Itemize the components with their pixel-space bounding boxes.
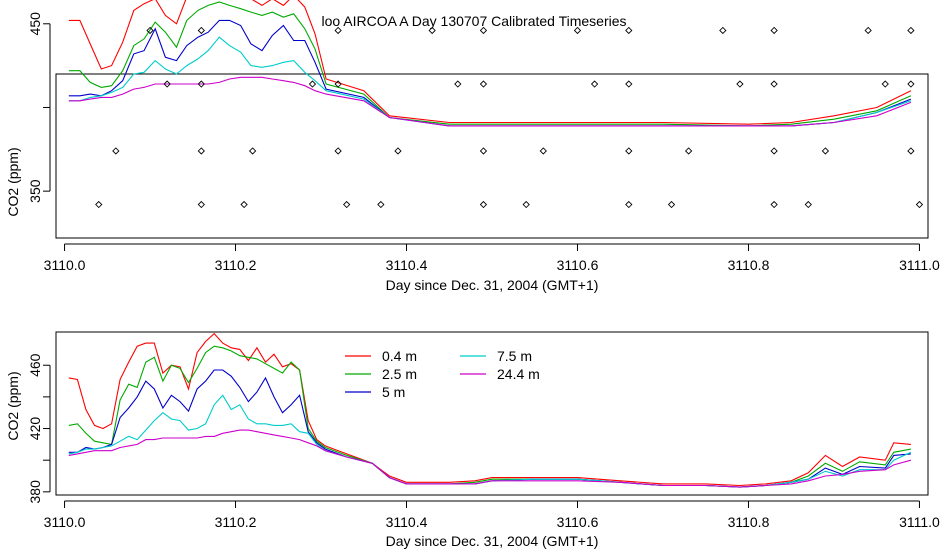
legend: 0.4 m 2.5 m 5 m 7.5 m 24.4 m <box>345 348 540 400</box>
diamond-marker <box>522 200 530 209</box>
legend-label-s244: 24.4 m <box>497 366 540 382</box>
top-series-line-s5 <box>68 19 912 127</box>
figure-title: loo AIRCOA A Day 130707 Calibrated Times… <box>321 13 626 29</box>
diamond-marker <box>334 147 342 155</box>
top-y-tick-label: 350 <box>27 179 43 203</box>
diamond-marker <box>377 200 385 209</box>
diamond-marker <box>625 80 633 88</box>
bottom-y-axis: 380 420 460 <box>27 353 51 504</box>
diamond-marker <box>308 80 317 88</box>
top-series-line-s75 <box>68 36 912 127</box>
diamond-marker <box>625 147 633 155</box>
diamond-marker <box>428 26 436 35</box>
diamond-marker <box>684 147 693 155</box>
top-panel: 3110.0 3110.2 3110.4 3110.6 3110.8 3111.0 350… <box>5 0 940 293</box>
diamond-marker <box>163 80 171 88</box>
diamond-marker <box>590 80 599 88</box>
bottom-x-tick-label: 3110.2 <box>215 514 257 530</box>
bottom-x-axis-label: Day since Dec. 31, 2004 (GMT+1) <box>386 533 599 549</box>
diamond-marker <box>821 147 830 155</box>
top-x-axis: 3110.0 3110.2 3110.4 3110.6 3110.8 3111.0 <box>44 243 940 273</box>
top-x-tick-label: 3110.4 <box>386 257 428 273</box>
diamond-marker <box>334 26 342 35</box>
legend-label-s25: 2.5 m <box>382 366 417 382</box>
bottom-x-tick-label: 3110.6 <box>557 514 599 530</box>
diamond-marker <box>770 147 778 155</box>
diamond-marker <box>667 200 676 209</box>
bottom-panel: 3110.0 3110.2 3110.4 3110.6 3110.8 3111.0 380… <box>5 331 940 549</box>
top-x-axis-label: Day since Dec. 31, 2004 (GMT+1) <box>386 277 599 293</box>
diamond-marker <box>915 200 924 209</box>
diamond-marker <box>881 80 889 88</box>
top-x-tick-label: 3110.0 <box>44 257 86 273</box>
diamond-marker <box>197 26 205 35</box>
diamond-marker <box>334 80 342 88</box>
diamond-marker <box>343 200 351 209</box>
top-x-tick-label: 3110.6 <box>557 257 599 273</box>
bottom-x-tick-label: 3110.4 <box>386 514 428 530</box>
top-x-tick-label: 3110.2 <box>215 257 257 273</box>
diamond-marker <box>479 200 488 209</box>
top-y-axis: 350 450 <box>27 12 51 203</box>
diamond-marker <box>804 200 812 209</box>
diamond-marker <box>95 200 103 209</box>
diamond-marker <box>719 26 727 35</box>
bottom-y-tick-label: 420 <box>27 417 43 441</box>
diamond-marker <box>479 26 488 35</box>
bottom-series-line-s244 <box>68 429 912 488</box>
bottom-plot-frame <box>55 331 929 496</box>
diamond-marker <box>454 80 462 88</box>
diamond-marker <box>197 147 205 155</box>
bottom-series-line-s25 <box>68 345 912 488</box>
bottom-x-tick-label: 3110.8 <box>728 514 770 530</box>
diamond-marker <box>197 200 205 209</box>
legend-label-s5: 5 m <box>382 384 405 400</box>
diamond-marker <box>539 147 547 155</box>
diamond-marker <box>736 80 744 88</box>
top-series-line-s25 <box>68 1 912 127</box>
bottom-series-line-s04 <box>68 332 911 487</box>
diamond-marker <box>770 80 778 88</box>
diamond-marker <box>197 80 205 88</box>
top-y-tick-label: 450 <box>27 12 43 36</box>
diamond-marker <box>479 147 488 155</box>
diamond-marker <box>240 200 248 209</box>
legend-label-s75: 7.5 m <box>497 348 532 364</box>
bottom-series-lines <box>68 332 912 488</box>
bottom-series-line-s75 <box>68 394 912 488</box>
diamond-marker <box>907 80 915 88</box>
diamond-marker <box>770 26 778 35</box>
diamond-marker <box>625 200 633 209</box>
top-x-tick-label: 3110.8 <box>728 257 770 273</box>
bottom-x-axis: 3110.0 3110.2 3110.4 3110.6 3110.8 3111.0 <box>44 500 940 530</box>
diamond-marker <box>864 26 872 35</box>
diamond-marker <box>573 26 582 35</box>
bottom-x-tick-label: 3111.0 <box>899 514 940 530</box>
diamond-marker <box>907 147 915 155</box>
diamond-marker <box>112 147 120 155</box>
top-series-lines <box>68 0 912 127</box>
bottom-x-tick-label: 3110.0 <box>44 514 86 530</box>
diamond-marker <box>146 26 154 35</box>
diamond-marker <box>248 147 257 155</box>
top-y-axis-label: CO2 (ppm) <box>5 147 21 216</box>
legend-label-s04: 0.4 m <box>382 348 417 364</box>
top-series-line-s244 <box>68 76 912 127</box>
diamond-marker <box>907 26 915 35</box>
bottom-y-tick-label: 380 <box>27 480 43 504</box>
top-plot-frame <box>55 73 929 239</box>
bottom-y-axis-label: CO2 (ppm) <box>5 371 21 440</box>
top-x-tick-label: 3111.0 <box>899 257 940 273</box>
diamond-marker <box>770 200 778 209</box>
diamond-marker <box>625 26 633 35</box>
diamond-marker <box>479 80 488 88</box>
top-series-line-s04 <box>68 0 912 125</box>
top-markers <box>95 26 924 209</box>
bottom-y-tick-label: 460 <box>27 353 43 377</box>
diamond-marker <box>394 147 402 155</box>
